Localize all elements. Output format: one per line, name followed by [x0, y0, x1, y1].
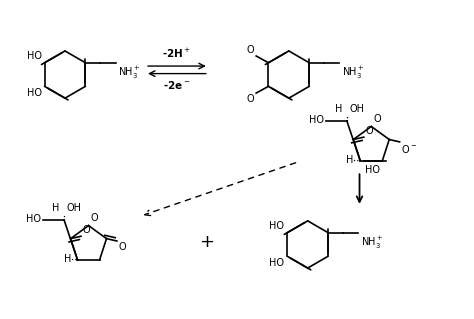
- Text: NH$_3^+$: NH$_3^+$: [361, 234, 383, 251]
- Text: NH$_3^+$: NH$_3^+$: [342, 65, 365, 81]
- Text: -2H$^+$: -2H$^+$: [163, 47, 191, 60]
- Text: O: O: [365, 126, 373, 136]
- Text: OH: OH: [350, 104, 365, 114]
- Text: -2e$^-$: -2e$^-$: [163, 79, 191, 91]
- Text: HO: HO: [269, 221, 284, 231]
- Text: O: O: [246, 94, 254, 104]
- Text: HO: HO: [26, 214, 41, 224]
- Text: H: H: [64, 254, 71, 264]
- Text: O: O: [373, 114, 381, 124]
- Text: H: H: [346, 155, 354, 165]
- Text: +: +: [199, 233, 214, 251]
- Text: O$^-$: O$^-$: [401, 143, 418, 155]
- Text: O: O: [91, 213, 98, 223]
- Text: HO: HO: [27, 51, 42, 61]
- Text: H: H: [52, 203, 59, 213]
- Text: HO: HO: [27, 88, 42, 98]
- Text: O: O: [246, 45, 254, 55]
- Text: OH: OH: [67, 203, 82, 213]
- Text: HO: HO: [365, 165, 381, 175]
- Text: H: H: [335, 104, 342, 114]
- Text: NH$_3^+$: NH$_3^+$: [118, 65, 141, 81]
- Text: O: O: [83, 225, 91, 235]
- Text: HO: HO: [309, 115, 324, 125]
- Text: O: O: [119, 242, 127, 252]
- Text: HO: HO: [269, 258, 284, 268]
